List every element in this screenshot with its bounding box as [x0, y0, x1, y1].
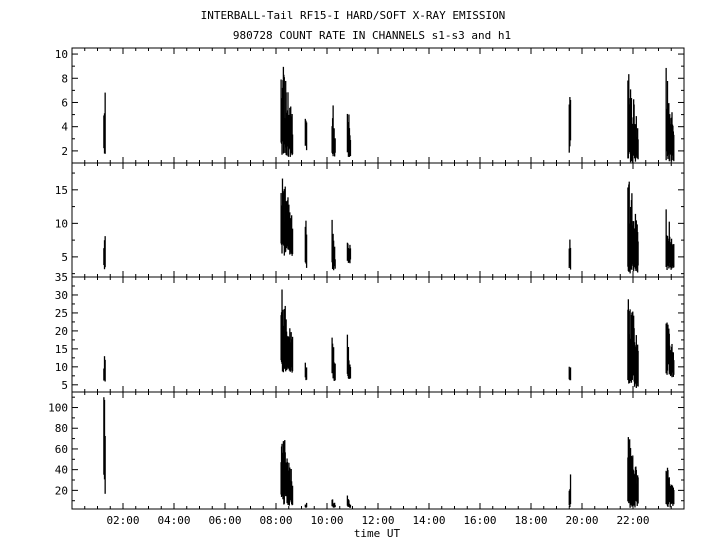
x-tick-label: 22:00	[616, 514, 649, 527]
burst-1	[103, 236, 106, 270]
y-tick-label: 2	[61, 145, 68, 158]
panel-frame	[71, 391, 685, 510]
burst-2	[280, 440, 294, 506]
burst-7	[627, 181, 639, 274]
panel-frame	[71, 162, 685, 278]
burst-8	[665, 209, 675, 271]
chart-subtitle: 980728 COUNT RATE IN CHANNELS s1-s3 and …	[233, 29, 511, 42]
y-tick-label: 20	[55, 484, 68, 497]
y-tick-label: 15	[55, 343, 68, 356]
chart-title: INTERBALL-Tail RF15-I HARD/SOFT X-RAY EM…	[201, 9, 506, 22]
x-tick-label: 16:00	[463, 514, 496, 527]
burst-6	[568, 474, 572, 508]
panels-group: 2 4 6 8 10 5 10 15 5 10 15 20 25 30 35 20 40 60 80 100	[48, 47, 685, 510]
burst-3	[304, 118, 308, 151]
burst-5	[346, 242, 352, 264]
panel-2: 5 10 15	[55, 162, 685, 278]
y-tick-label: 15	[55, 184, 68, 197]
y-tick-label: 4	[61, 121, 68, 134]
burst-6	[568, 366, 572, 381]
burst-8	[665, 467, 675, 508]
y-tick-label: 5	[61, 251, 68, 264]
burst-6	[568, 97, 572, 153]
burst-7	[627, 74, 639, 163]
x-tick-label: 02:00	[106, 514, 139, 527]
burst-4	[331, 105, 336, 157]
y-tick-label: 20	[55, 325, 68, 338]
x-tick-label: 20:00	[565, 514, 598, 527]
burst-6	[568, 239, 572, 270]
x-tick-label: 12:00	[361, 514, 394, 527]
burst-1	[103, 92, 106, 154]
burst-8	[665, 67, 675, 162]
y-tick-label: 5	[61, 379, 68, 392]
burst-7	[627, 299, 639, 388]
panel-4: 20 40 60 80 100	[48, 391, 685, 510]
burst-2	[280, 289, 294, 373]
burst-3	[304, 502, 308, 508]
panel-3: 5 10 15 20 25 30 35	[55, 271, 685, 393]
y-tick-label: 25	[55, 307, 68, 320]
x-tick-label: 10:00	[310, 514, 343, 527]
burst-4	[331, 499, 336, 508]
burst-5	[346, 495, 352, 508]
burst-2	[280, 66, 294, 157]
y-tick-label: 30	[55, 289, 68, 302]
y-tick-label: 80	[55, 422, 68, 435]
burst-2	[280, 178, 294, 256]
y-tick-label: 10	[55, 217, 68, 230]
burst-1	[103, 397, 106, 494]
x-axis: 02:00 04:00 06:00 08:00 10:00 12:00 14:00 16:00…	[106, 514, 649, 527]
burst-3	[304, 220, 308, 268]
panel-frame	[71, 276, 685, 393]
y-tick-label: 6	[61, 96, 68, 109]
y-tick-label: 60	[55, 443, 68, 456]
burst-5	[346, 334, 352, 379]
panel-1: 2 4 6 8 10	[55, 47, 685, 164]
burst-4	[331, 337, 336, 381]
x-tick-label: 06:00	[208, 514, 241, 527]
y-tick-label: 10	[55, 361, 68, 374]
burst-8	[665, 322, 675, 378]
y-tick-label: 100	[48, 402, 68, 415]
y-tick-label: 8	[61, 72, 68, 85]
burst-4	[331, 219, 336, 271]
y-tick-label: 35	[55, 271, 68, 284]
burst-1	[103, 356, 106, 382]
burst-5	[346, 113, 352, 157]
x-axis-label: time UT	[354, 527, 401, 540]
x-tick-label: 18:00	[514, 514, 547, 527]
y-tick-label: 10	[55, 48, 68, 61]
burst-3	[304, 362, 308, 381]
burst-7	[627, 437, 639, 508]
panel-frame	[71, 47, 685, 164]
x-tick-label: 14:00	[412, 514, 445, 527]
x-tick-label: 08:00	[259, 514, 292, 527]
y-tick-label: 40	[55, 464, 68, 477]
x-tick-label: 04:00	[157, 514, 190, 527]
